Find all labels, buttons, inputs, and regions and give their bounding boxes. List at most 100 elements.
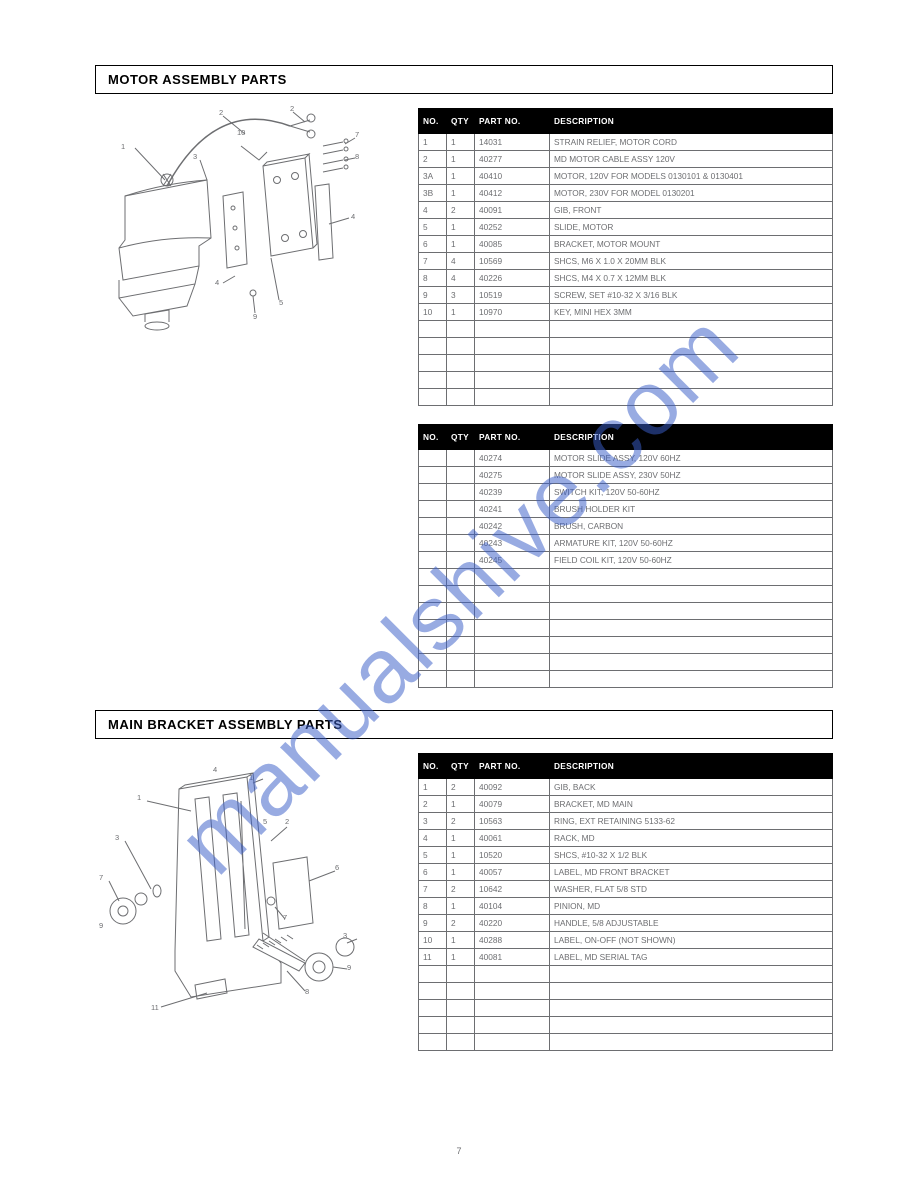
motor-t2-row: 40242BRUSH, CARBON	[419, 518, 833, 535]
motor-t2-cell	[447, 637, 475, 654]
motor-t2-cell	[475, 586, 550, 603]
motor-t2-cell	[447, 671, 475, 688]
motor-t2-cell	[475, 569, 550, 586]
bracket-t-cell	[550, 966, 833, 983]
motor-t2-cell	[447, 467, 475, 484]
motor-t1-cell: 1	[447, 134, 475, 151]
bracket-t-cell: 40220	[475, 915, 550, 932]
motor-t2-cell	[419, 535, 447, 552]
bracket-t-cell: 40079	[475, 796, 550, 813]
motor-t1-cell: 2	[447, 202, 475, 219]
motor-t2-cell	[550, 637, 833, 654]
motor-t2-row	[419, 569, 833, 586]
motor-t1-cell: 3A	[419, 168, 447, 185]
motor-t1-cell: 6	[419, 236, 447, 253]
bracket-exploded-diagram: 1 1 2 3 3 4 5 6 7 7 8 9 9 11	[95, 771, 400, 1033]
bracket-t-cell: LABEL, MD SERIAL TAG	[550, 949, 833, 966]
motor-t1-cell	[419, 389, 447, 406]
bracket-diagram-svg	[95, 771, 365, 1031]
bracket-t-row	[419, 1017, 833, 1034]
motor-t1-cell: 4	[447, 270, 475, 287]
bracket-t-cell: 10563	[475, 813, 550, 830]
bracket-t-cell: 1	[447, 864, 475, 881]
section2-content: 1 1 2 3 3 4 5 6 7 7 8 9 9 11 NO.QTYPART …	[95, 753, 833, 1051]
bracket-t-row: 5110520SHCS, #10-32 X 1/2 BLK	[419, 847, 833, 864]
motor-t2-cell	[475, 671, 550, 688]
bracket-t-cell: 6	[419, 864, 447, 881]
motor-t2-cell	[447, 535, 475, 552]
motor-t1-cell: 40091	[475, 202, 550, 219]
motor-t1-cell: 40277	[475, 151, 550, 168]
bracket-t-cell: 10642	[475, 881, 550, 898]
motor-t2-cell	[419, 586, 447, 603]
motor-t2-cell	[447, 620, 475, 637]
motor-t1-cell: 4	[419, 202, 447, 219]
motor-t2-cell	[550, 586, 833, 603]
bracket-t-cell: 3	[419, 813, 447, 830]
motor-t2-cell	[447, 569, 475, 586]
bracket-t-row: 8140104PINION, MD	[419, 898, 833, 915]
motor-t2-row	[419, 586, 833, 603]
motor-t2-cell	[447, 603, 475, 620]
bracket-t-cell: LABEL, MD FRONT BRACKET	[550, 864, 833, 881]
motor-t2-cell: FIELD COIL KIT, 120V 50-60HZ	[550, 552, 833, 569]
bracket-t-row	[419, 1034, 833, 1051]
motor-t2-cell	[419, 654, 447, 671]
motor-t1-cell: 4	[447, 253, 475, 270]
motor-t1-cell	[475, 338, 550, 355]
section2-title: MAIN BRACKET ASSEMBLY PARTS	[95, 710, 833, 739]
motor-t1-cell: 40410	[475, 168, 550, 185]
bracket-t-cell	[550, 1034, 833, 1051]
motor-t1-cell	[447, 338, 475, 355]
motor-t1-cell: 3	[447, 287, 475, 304]
motor-t1-header-2: PART NO.	[475, 109, 550, 134]
motor-t2-row: 40275MOTOR SLIDE ASSY, 230V 50HZ	[419, 467, 833, 484]
bracket-t-cell	[447, 983, 475, 1000]
motor-t2-row	[419, 620, 833, 637]
motor-t1-cell: 40226	[475, 270, 550, 287]
motor-t2-header-2: PART NO.	[475, 425, 550, 450]
motor-t2-cell	[447, 586, 475, 603]
motor-t2-row: 40245FIELD COIL KIT, 120V 50-60HZ	[419, 552, 833, 569]
motor-t1-cell: SHCS, M4 X 0.7 X 12MM BLK	[550, 270, 833, 287]
bracket-t-cell	[550, 1000, 833, 1017]
motor-t2-cell: MOTOR SLIDE ASSY, 120V 60HZ	[550, 450, 833, 467]
bracket-t-row	[419, 983, 833, 1000]
motor-t1-cell	[550, 389, 833, 406]
bracket-t-cell: 2	[447, 915, 475, 932]
motor-t1-cell: 10569	[475, 253, 550, 270]
motor-t1-cell: 10970	[475, 304, 550, 321]
motor-t2-cell	[419, 637, 447, 654]
motor-t1-cell: GIB, FRONT	[550, 202, 833, 219]
motor-t2-cell: 40275	[475, 467, 550, 484]
motor-t2-row: 40239SWITCH KIT, 120V 50-60HZ	[419, 484, 833, 501]
motor-t1-row	[419, 389, 833, 406]
motor-t1-cell: KEY, MINI HEX 3MM	[550, 304, 833, 321]
bracket-t-cell: 40081	[475, 949, 550, 966]
bracket-t-cell	[447, 1034, 475, 1051]
motor-t1-cell	[447, 355, 475, 372]
motor-t1-cell	[550, 321, 833, 338]
motor-t2-header-0: NO.	[419, 425, 447, 450]
motor-t2-row	[419, 637, 833, 654]
bracket-t-row: 11140081LABEL, MD SERIAL TAG	[419, 949, 833, 966]
bracket-t-cell: GIB, BACK	[550, 779, 833, 796]
bracket-t-cell	[419, 983, 447, 1000]
motor-t1-cell: 40085	[475, 236, 550, 253]
bracket-t-header-2: PART NO.	[475, 754, 550, 779]
section1-tables: NO.QTYPART NO.DESCRIPTION 1114031STRAIN …	[418, 108, 833, 688]
motor-t2-cell	[447, 450, 475, 467]
motor-t2-cell: 40241	[475, 501, 550, 518]
motor-t1-row: 1114031STRAIN RELIEF, MOTOR CORD	[419, 134, 833, 151]
motor-t2-cell	[447, 484, 475, 501]
motor-t1-cell: 1	[447, 304, 475, 321]
bracket-t-cell: 2	[419, 796, 447, 813]
motor-t1-row	[419, 338, 833, 355]
motor-t1-cell: SHCS, M6 X 1.0 X 20MM BLK	[550, 253, 833, 270]
motor-t1-row: 3A140410MOTOR, 120V FOR MODELS 0130101 &…	[419, 168, 833, 185]
bracket-t-header-3: DESCRIPTION	[550, 754, 833, 779]
bracket-t-cell: 10	[419, 932, 447, 949]
motor-t1-row: 2140277MD MOTOR CABLE ASSY 120V	[419, 151, 833, 168]
motor-t1-cell: STRAIN RELIEF, MOTOR CORD	[550, 134, 833, 151]
motor-t1-cell	[447, 389, 475, 406]
